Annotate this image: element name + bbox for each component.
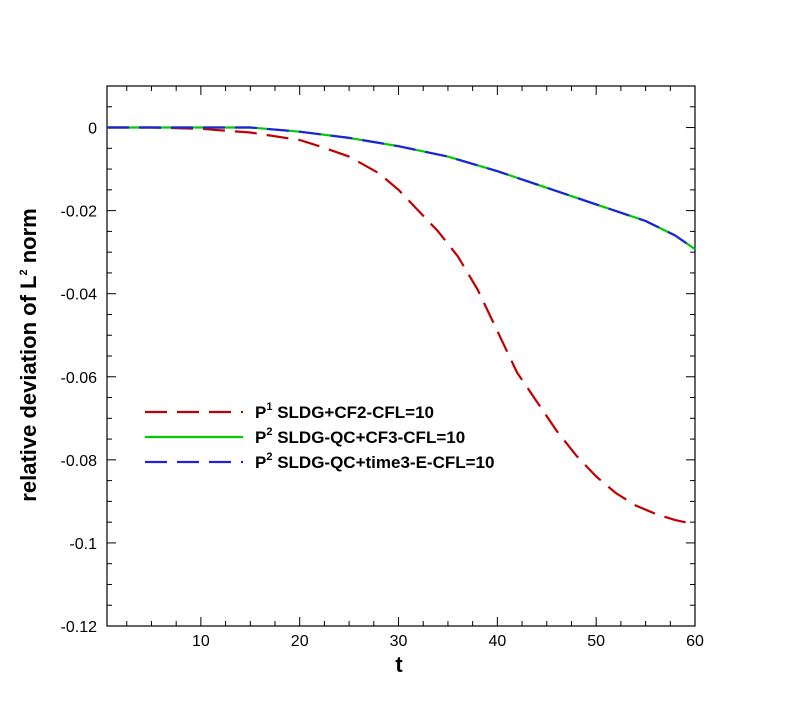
- plot-frame: [106, 85, 696, 627]
- x-tick-label: 30: [390, 633, 408, 650]
- x-axis-title: t: [395, 652, 403, 677]
- y-axis-title: relative deviation of L2 norm: [16, 208, 41, 501]
- series-line-3: [107, 126, 696, 251]
- x-axis-ticks: 10 20 30 40 50 60: [126, 86, 704, 650]
- plot-area-border: [106, 85, 696, 627]
- x-tick-label: 20: [291, 633, 309, 650]
- y-tick-label: -0.04: [61, 287, 98, 304]
- x-tick-label: 60: [686, 633, 704, 650]
- legend-label-3: P2 SLDG-QC+time3-E-CFL=10: [255, 451, 494, 472]
- series-line-1: [107, 126, 696, 526]
- x-tick-label: 40: [488, 633, 506, 650]
- legend-label-2: P2 SLDG-QC+CF3-CFL=10: [255, 426, 465, 447]
- y-tick-label: -0.06: [61, 370, 98, 387]
- y-tick-label: 0: [88, 121, 97, 138]
- series-lines: [107, 126, 696, 526]
- x-tick-label: 10: [192, 633, 210, 650]
- y-tick-label: -0.02: [61, 204, 98, 221]
- y-axis-ticks: 0 -0.02 -0.04 -0.06 -0.08 -0.1 -0.12: [61, 85, 695, 636]
- y-tick-label: -0.08: [61, 453, 98, 470]
- legend: P1 SLDG+CF2-CFL=10 P2 SLDG-QC+CF3-CFL=10 P…: [145, 401, 494, 472]
- y-tick-label: -0.12: [61, 619, 98, 636]
- x-tick-label: 50: [587, 633, 605, 650]
- y-tick-label: -0.1: [69, 536, 97, 553]
- legend-label-1: P1 SLDG+CF2-CFL=10: [255, 401, 434, 422]
